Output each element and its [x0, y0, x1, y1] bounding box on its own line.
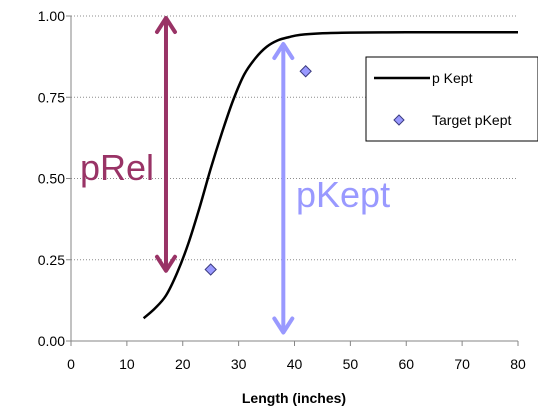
annotation-label: pKept	[296, 174, 390, 215]
x-axis-title: Length (inches)	[242, 390, 346, 406]
annotation-arrowhead-top	[154, 16, 177, 34]
legend-label: Target pKept	[432, 112, 511, 128]
x-tick-label: 10	[119, 356, 135, 372]
x-tick-label: 20	[175, 356, 191, 372]
annotation-pkept	[272, 42, 295, 335]
y-tick-label: 0.00	[38, 333, 65, 349]
x-tick-label: 0	[67, 356, 75, 372]
series-layer	[142, 30, 518, 320]
legend-swatch-diamond	[393, 114, 405, 126]
data-point-target-pkept	[204, 263, 217, 276]
annotation-arrowhead-bottom	[272, 316, 295, 335]
x-tick-label: 80	[510, 356, 526, 372]
annotation-arrowhead-bottom	[154, 254, 177, 273]
annotation-label: pRel	[80, 147, 154, 188]
y-tick-label: 0.50	[38, 171, 65, 187]
axis-layer: 0.00 0.25 0.50 0.75 1.00 0 10 20 30 40 50 60 70 80	[38, 8, 526, 372]
x-tick-label: 40	[287, 356, 303, 372]
legend: p Kept Target pKept	[365, 56, 538, 142]
legend-box	[365, 56, 538, 142]
x-tick-label: 60	[398, 356, 414, 372]
y-tick-label: 1.00	[38, 8, 65, 24]
y-tick-label: 0.25	[38, 252, 65, 268]
series-line-p-kept	[142, 30, 518, 320]
annotation-layer: pRel pKept	[80, 16, 390, 335]
y-tick-label: 0.75	[38, 89, 65, 105]
x-tick-label: 30	[231, 356, 247, 372]
annotation-arrowhead-top	[272, 42, 295, 60]
data-point-target-pkept	[299, 65, 312, 78]
x-tick-label: 50	[343, 356, 359, 372]
legend-label: p Kept	[432, 70, 473, 86]
x-tick-label: 70	[454, 356, 470, 372]
annotation-prel	[154, 16, 177, 273]
